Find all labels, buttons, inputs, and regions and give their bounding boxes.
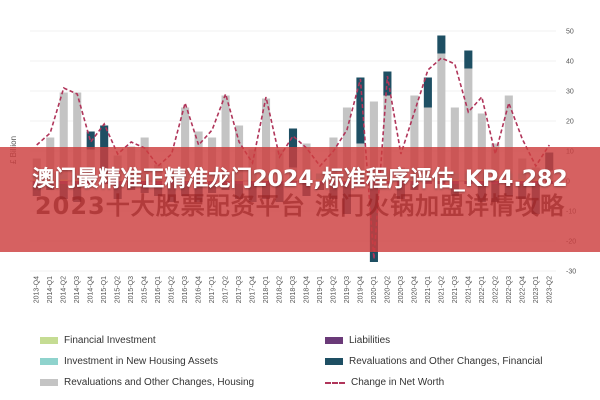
legend-swatch bbox=[40, 358, 58, 365]
x-tick-label: 2015-Q2 bbox=[115, 276, 122, 303]
bar-segment bbox=[437, 35, 446, 54]
x-tick-label: 2022-Q4 bbox=[519, 276, 526, 303]
x-tick-label: 2017-Q2 bbox=[223, 276, 230, 303]
x-tick-label: 2017-Q1 bbox=[209, 276, 216, 303]
legend-item-liabilities: Liabilities bbox=[325, 335, 390, 346]
x-tick-label: 2016-Q4 bbox=[196, 276, 203, 303]
bar-segment bbox=[477, 113, 486, 174]
x-tick-label: 2019-Q1 bbox=[317, 276, 324, 303]
y-tick-label: 20 bbox=[566, 119, 574, 126]
x-tick-label: 2022-Q3 bbox=[506, 276, 513, 303]
bar-segment bbox=[86, 131, 95, 150]
y-tick-label: 30 bbox=[566, 89, 574, 96]
headline-banner bbox=[0, 147, 600, 252]
legend-item-new-housing: Investment in New Housing Assets bbox=[40, 356, 218, 367]
x-tick-label: 2014-Q4 bbox=[88, 276, 95, 303]
x-tick-label: 2018-Q2 bbox=[277, 276, 284, 303]
headline-title[interactable]: 澳门最精准正精准龙门2024,标准程序评估_KP4.282 bbox=[32, 167, 568, 192]
bar-segment bbox=[423, 77, 432, 108]
watermark-text: 2023十大股票配资平台 澳门火锅加盟详情攻略 bbox=[34, 192, 566, 220]
x-tick-label: 2020-Q2 bbox=[384, 276, 391, 303]
x-tick-label: 2018-Q4 bbox=[304, 276, 311, 303]
legend-label: Revaluations and Other Changes, Financia… bbox=[349, 356, 543, 367]
legend-item-financial-investment: Financial Investment bbox=[40, 335, 156, 346]
x-tick-label: 2020-Q1 bbox=[371, 276, 378, 303]
x-tick-label: 2019-Q3 bbox=[344, 276, 351, 303]
bar-segment bbox=[423, 107, 432, 174]
bar-segment bbox=[437, 53, 446, 174]
x-tick-label: 2019-Q4 bbox=[357, 276, 364, 303]
legend-label: Revaluations and Other Changes, Housing bbox=[64, 377, 255, 388]
y-tick-label: -30 bbox=[566, 269, 576, 276]
x-tick-label: 2022-Q2 bbox=[492, 276, 499, 303]
x-tick-label: 2018-Q1 bbox=[263, 276, 270, 303]
chart-legend: Financial Investment Liabilities Investm… bbox=[40, 335, 580, 395]
x-tick-label: 2020-Q4 bbox=[411, 276, 418, 303]
x-tick-label: 2014-Q3 bbox=[74, 276, 81, 303]
x-tick-label: 2014-Q1 bbox=[47, 276, 54, 303]
bar-segment bbox=[450, 107, 459, 174]
x-tick-label: 2015-Q4 bbox=[142, 276, 149, 303]
x-tick-label: 2013-Q4 bbox=[34, 276, 41, 303]
legend-swatch bbox=[325, 337, 343, 344]
x-tick-label: 2023-Q1 bbox=[533, 276, 540, 303]
bar-segment bbox=[221, 95, 230, 174]
x-tick-label: 2014-Q2 bbox=[61, 276, 68, 303]
legend-label: Liabilities bbox=[349, 335, 391, 346]
bar-segment bbox=[73, 92, 82, 174]
bar-segment bbox=[261, 98, 271, 174]
legend-item-reval-housing: Revaluations and Other Changes, Housing bbox=[40, 377, 254, 388]
legend-swatch bbox=[325, 358, 343, 365]
bar-segment bbox=[369, 101, 378, 174]
bar-segment bbox=[504, 95, 513, 174]
x-tick-label: 2021-Q1 bbox=[425, 276, 432, 303]
bar-segment bbox=[464, 68, 473, 174]
legend-dash bbox=[325, 381, 345, 384]
x-tick-label: 2017-Q3 bbox=[236, 276, 243, 303]
legend-swatch bbox=[40, 379, 58, 386]
legend-item-net-worth: Change in Net Worth bbox=[325, 377, 444, 388]
legend-item-reval-financial: Revaluations and Other Changes, Financia… bbox=[325, 356, 542, 367]
x-tick-label: 2016-Q3 bbox=[182, 276, 189, 303]
x-tick-label: 2021-Q4 bbox=[465, 276, 472, 303]
legend-swatch bbox=[40, 337, 58, 344]
legend-label: Investment in New Housing Assets bbox=[64, 356, 218, 367]
x-tick-label: 2015-Q1 bbox=[101, 276, 108, 303]
x-tick-label: 2018-Q3 bbox=[290, 276, 297, 303]
x-tick-label: 2016-Q2 bbox=[169, 276, 176, 303]
x-tick-label: 2022-Q1 bbox=[479, 276, 486, 303]
bar-segment bbox=[464, 50, 473, 69]
x-tick-label: 2020-Q3 bbox=[398, 276, 405, 303]
legend-label: Financial Investment bbox=[64, 335, 156, 346]
x-tick-label: 2015-Q3 bbox=[128, 276, 135, 303]
y-tick-label: 40 bbox=[566, 59, 574, 66]
x-tick-label: 2023-Q2 bbox=[546, 276, 553, 303]
x-tick-label: 2021-Q3 bbox=[452, 276, 459, 303]
x-tick-label: 2017-Q4 bbox=[250, 276, 257, 303]
x-tick-label: 2016-Q1 bbox=[155, 276, 162, 303]
x-tick-label: 2021-Q2 bbox=[438, 276, 445, 303]
y-tick-label: 50 bbox=[566, 29, 574, 36]
bar-segment bbox=[410, 95, 419, 174]
bar-segment bbox=[342, 107, 351, 174]
bar-segment bbox=[383, 95, 392, 174]
bar-segment bbox=[383, 71, 392, 96]
x-tick-label: 2019-Q2 bbox=[331, 276, 338, 303]
bar-segment bbox=[181, 107, 190, 174]
legend-label: Change in Net Worth bbox=[351, 377, 445, 388]
bar-segment bbox=[59, 92, 68, 174]
bar-segment bbox=[356, 77, 365, 144]
